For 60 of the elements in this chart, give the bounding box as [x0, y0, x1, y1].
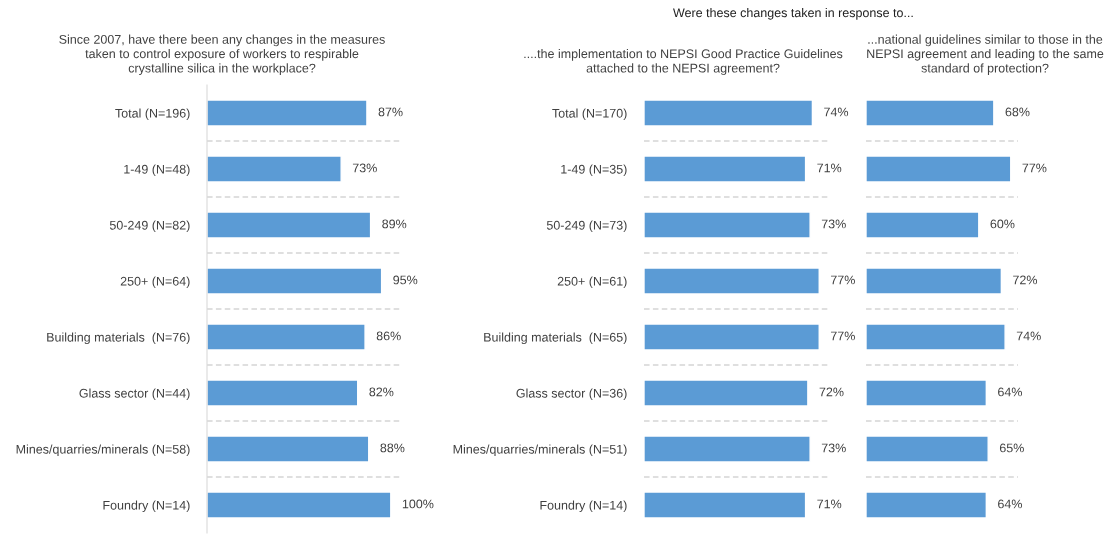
- bar: [207, 267, 383, 295]
- chart-title: Since 2007, have there been any changes in the measures taken to control exposure of workers to respirable crystalline silica in the workplace?: [59, 34, 385, 75]
- bar: [866, 99, 995, 127]
- bar: [207, 379, 359, 407]
- data-label: 71%: [817, 163, 842, 173]
- y-tick-label: Foundry (N=14): [103, 500, 190, 513]
- data-label: 60%: [990, 219, 1015, 229]
- data-label: 65%: [999, 443, 1024, 453]
- data-label: 100%: [402, 499, 434, 509]
- data-label: 71%: [817, 499, 842, 509]
- data-label: 64%: [998, 387, 1023, 397]
- chart-title: Were these changes taken in response to...: [673, 8, 913, 20]
- y-tick-label: Glass sector (N=36): [516, 388, 627, 401]
- y-tick-label: Total (N=196): [115, 108, 190, 121]
- data-label: 73%: [352, 163, 377, 173]
- data-label: 72%: [819, 387, 844, 397]
- y-tick-label: Mines/quarries/minerals (N=51): [453, 444, 627, 457]
- bar: [866, 435, 989, 463]
- data-label: 72%: [1013, 275, 1038, 285]
- data-label: 77%: [830, 331, 855, 341]
- bar: [866, 211, 980, 239]
- data-label: 77%: [1022, 163, 1047, 173]
- y-tick-label: 1-49 (N=35): [561, 164, 627, 177]
- data-label: 89%: [382, 219, 407, 229]
- data-label: 74%: [824, 107, 849, 117]
- bar: [866, 491, 988, 519]
- y-tick-label: 50-249 (N=82): [109, 220, 190, 233]
- bar: [207, 211, 372, 239]
- y-tick-label: Glass sector (N=44): [79, 388, 190, 401]
- y-tick-label: 1-49 (N=48): [124, 164, 190, 177]
- y-tick-label: Total (N=170): [552, 108, 627, 121]
- data-label: 64%: [998, 499, 1023, 509]
- data-label: 86%: [376, 331, 401, 341]
- chart-subtitle: ....the implementation to NEPSI Good Practice Guidelines attached to the NEPSI agreement?: [524, 48, 843, 75]
- data-label: 73%: [821, 219, 846, 229]
- y-tick-label: 250+ (N=64): [120, 276, 190, 289]
- bar: [866, 155, 1012, 183]
- data-label: 95%: [393, 275, 418, 285]
- bar: [207, 155, 342, 183]
- bar: [866, 323, 1006, 351]
- bar: [207, 491, 392, 519]
- y-tick-label: Mines/quarries/minerals (N=58): [16, 444, 190, 457]
- bar: [866, 379, 988, 407]
- bar: [207, 435, 370, 463]
- data-label: 87%: [378, 107, 403, 117]
- bar: [866, 267, 1003, 295]
- data-label: 82%: [369, 387, 394, 397]
- y-tick-label: 50-249 (N=73): [546, 220, 627, 233]
- data-label: 74%: [1016, 331, 1041, 341]
- data-label: 68%: [1005, 107, 1030, 117]
- y-tick-label: Foundry (N=14): [540, 500, 627, 513]
- data-label: 73%: [821, 443, 846, 453]
- y-tick-label: 250+ (N=61): [557, 276, 627, 289]
- bar: [207, 99, 368, 127]
- data-label: 88%: [380, 443, 405, 453]
- bar: [207, 323, 366, 351]
- chart-title: ...national guidelines similar to those in the NEPSI agreement and leading to the same standard of protection?: [867, 34, 1104, 75]
- y-tick-label: Building materials (N=76): [47, 332, 190, 345]
- data-label: 77%: [830, 275, 855, 285]
- y-tick-label: Building materials (N=65): [484, 332, 627, 345]
